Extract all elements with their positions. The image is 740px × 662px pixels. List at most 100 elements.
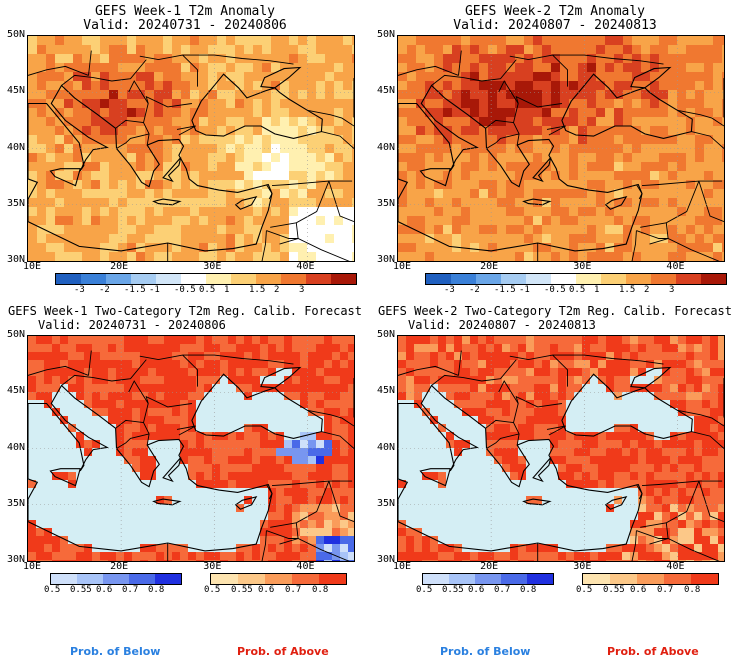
lat-tick-label: 30N [376,554,395,565]
grid-cell [678,432,686,440]
grid-cell [695,72,704,81]
grid-cell [622,456,630,464]
grid-cell [461,54,470,63]
coastline [28,84,273,252]
grid-cell [590,384,598,392]
grid-cell [702,448,710,456]
grid-cell [268,488,276,496]
grid-cell [262,171,271,180]
grid-cell [180,408,188,416]
grid-cell [494,464,502,472]
grid-cell [614,440,622,448]
grid-cell [260,536,268,544]
grid-cell [590,424,598,432]
grid-cell [325,243,334,252]
grid-cell [244,496,252,504]
grid-cell [630,368,638,376]
lon-tick-label: 10E [393,261,412,272]
grid-cell [84,440,92,448]
grid-cell [325,117,334,126]
grid-cell [298,234,307,243]
grid-cell [181,252,190,261]
grid-cell [702,512,710,520]
grid-cell [678,528,686,536]
grid-cell [308,520,316,528]
grid-cell [60,544,68,552]
grid-cell [145,45,154,54]
grid-cell [533,45,542,54]
grid-cell [124,536,132,544]
grid-cell [494,488,502,496]
grid-cell [560,90,569,99]
grid-cell [252,448,260,456]
grid-cell [630,544,638,552]
grid-cell [204,384,212,392]
grid-cell [44,520,52,528]
grid-cell [677,171,686,180]
grid-cell [271,45,280,54]
grid-cell [630,528,638,536]
grid-cell [470,560,478,561]
grid-cell [116,392,124,400]
grid-cell [36,440,44,448]
grid-cell [515,63,524,72]
grid-cell [217,162,226,171]
grid-cell [630,512,638,520]
grid-cell [677,153,686,162]
island-outline [522,198,552,206]
grid-cell [502,520,510,528]
grid-cell [208,108,217,117]
grid-cell [226,171,235,180]
grid-cell [132,424,140,432]
grid-cell [284,456,292,464]
grid-cell [414,512,422,520]
grid-cell [196,528,204,536]
grid-cell [551,99,560,108]
grid-cell [308,432,316,440]
grid-cell [470,512,478,520]
grid-cell [434,117,443,126]
grid-cell [722,207,724,216]
grid-cell [398,54,407,63]
grid-cell [181,198,190,207]
grid-cell [630,480,638,488]
grid-cell [163,171,172,180]
grid-cell [172,207,181,216]
grid-cell [526,424,534,432]
grid-cell [289,108,298,117]
grid-cell [662,360,670,368]
grid-cell [582,424,590,432]
grid-cell [118,117,127,126]
grid-cell [407,216,416,225]
grid-cell [574,448,582,456]
grid-cell [324,520,332,528]
grid-cell [659,72,668,81]
grid-cell [55,54,64,63]
grid-cell [518,456,526,464]
grid-cell [694,344,702,352]
grid-cell [630,360,638,368]
grid-cell [244,376,252,384]
grid-cell [252,496,260,504]
grid-cell [510,440,518,448]
grid-cell [316,408,324,416]
grid-cell [271,72,280,81]
grid-cell [668,198,677,207]
grid-cell [253,243,262,252]
grid-cell [582,384,590,392]
grid-cell [181,243,190,252]
grid-cell [614,560,622,561]
grid-cell [694,440,702,448]
grid-cell [454,456,462,464]
grid-cell [127,243,136,252]
grid-cell [190,54,199,63]
grid-cell [659,126,668,135]
grid-cell [479,108,488,117]
grid-cell [452,54,461,63]
grid-cell [654,424,662,432]
grid-cell [443,216,452,225]
grid-cell [343,63,352,72]
grid-cell [136,162,145,171]
grid-cell [446,448,454,456]
grid-cell [479,99,488,108]
